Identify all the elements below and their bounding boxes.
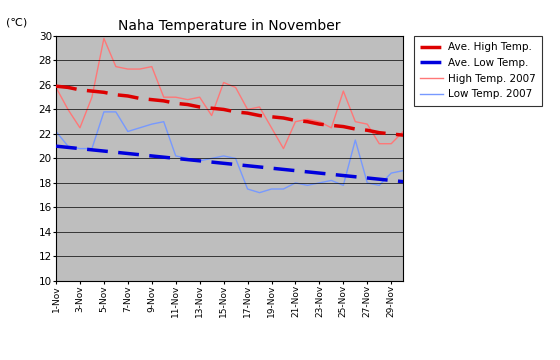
Title: Naha Temperature in November: Naha Temperature in November [118, 19, 341, 33]
Text: (℃): (℃) [6, 17, 27, 27]
Legend: Ave. High Temp., Ave. Low Temp., High Temp. 2007, Low Temp. 2007: Ave. High Temp., Ave. Low Temp., High Te… [414, 36, 542, 106]
